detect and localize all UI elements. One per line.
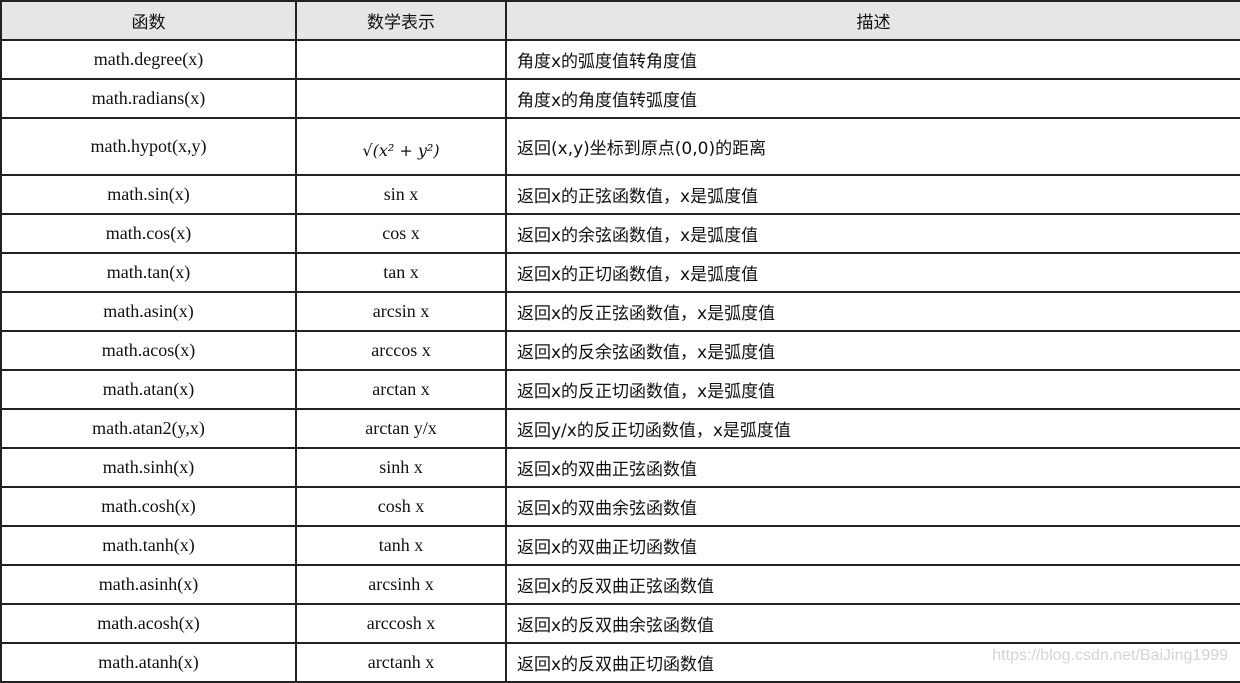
description-cell: 返回x的反正弦函数值，x是弧度值 [505, 291, 1240, 332]
description-cell: 返回y/x的反正切函数值，x是弧度值 [505, 408, 1240, 449]
table-row: math.acosh(x) arccosh x 返回x的反双曲余弦函数值 [0, 603, 1240, 644]
description-cell: 返回(x,y)坐标到原点(0,0)的距离 [505, 117, 1240, 176]
function-cell: math.degree(x) [0, 39, 297, 80]
function-cell: math.asin(x) [0, 291, 297, 332]
function-cell: math.atan2(y,x) [0, 408, 297, 449]
header-row: 函数 数学表示 描述 [0, 0, 1240, 41]
math-notation-cell: arctanh x [295, 642, 507, 683]
function-cell: math.acos(x) [0, 330, 297, 371]
math-notation-cell: arcsinh x [295, 564, 507, 605]
math-notation-cell: arctan x [295, 369, 507, 410]
math-notation-cell: arcsin x [295, 291, 507, 332]
watermark: https://blog.csdn.net/BaiJing1999 [992, 647, 1228, 664]
description-cell: 返回x的余弦函数值，x是弧度值 [505, 213, 1240, 254]
table-row: math.cosh(x) cosh x 返回x的双曲余弦函数值 [0, 486, 1240, 527]
math-notation-cell: cosh x [295, 486, 507, 527]
description-cell: 返回x的正切函数值，x是弧度值 [505, 252, 1240, 293]
math-notation-cell: sin x [295, 174, 507, 215]
function-cell: math.tan(x) [0, 252, 297, 293]
table-row: math.atan2(y,x) arctan y/x 返回y/x的反正切函数值，x是… [0, 408, 1240, 449]
function-cell: math.hypot(x,y) [0, 117, 297, 176]
function-cell: math.sinh(x) [0, 447, 297, 488]
math-notation-cell [295, 39, 507, 80]
math-notation-cell: arccos x [295, 330, 507, 371]
math-notation-cell: tan x [295, 252, 507, 293]
description-cell: 返回x的反余弦函数值，x是弧度值 [505, 330, 1240, 371]
math-notation-cell: arccosh x [295, 603, 507, 644]
description-cell: 角度x的弧度值转角度值 [505, 39, 1240, 80]
description-cell: 返回x的双曲余弦函数值 [505, 486, 1240, 527]
function-cell: math.sin(x) [0, 174, 297, 215]
math-notation-cell: sinh x [295, 447, 507, 488]
math-notation-cell: arctan y/x [295, 408, 507, 449]
header-description: 描述 [505, 0, 1240, 41]
description-cell: 返回x的反双曲正弦函数值 [505, 564, 1240, 605]
description-cell: 返回x的双曲正切函数值 [505, 525, 1240, 566]
table-row: math.atan(x) arctan x 返回x的反正切函数值，x是弧度值 [0, 369, 1240, 410]
description-cell: 返回x的反正切函数值，x是弧度值 [505, 369, 1240, 410]
table-row: math.sin(x) sin x 返回x的正弦函数值，x是弧度值 [0, 174, 1240, 215]
table-row: math.tanh(x) tanh x 返回x的双曲正切函数值 [0, 525, 1240, 566]
header-function: 函数 [0, 0, 297, 41]
table-row: math.asinh(x) arcsinh x 返回x的反双曲正弦函数值 [0, 564, 1240, 605]
description-cell: 角度x的角度值转弧度值 [505, 78, 1240, 119]
table-row: math.degree(x) 角度x的弧度值转角度值 [0, 39, 1240, 80]
math-notation-cell [295, 78, 507, 119]
header-math-notation: 数学表示 [295, 0, 507, 41]
description-cell: 返回x的双曲正弦函数值 [505, 447, 1240, 488]
function-cell: math.tanh(x) [0, 525, 297, 566]
function-cell: math.cos(x) [0, 213, 297, 254]
function-cell: math.asinh(x) [0, 564, 297, 605]
function-cell: math.cosh(x) [0, 486, 297, 527]
table-row: math.acos(x) arccos x 返回x的反余弦函数值，x是弧度值 [0, 330, 1240, 371]
table-row: math.radians(x) 角度x的角度值转弧度值 [0, 78, 1240, 119]
function-cell: math.atanh(x) [0, 642, 297, 683]
math-notation-cell: tanh x [295, 525, 507, 566]
function-cell: math.atan(x) [0, 369, 297, 410]
table-row: math.sinh(x) sinh x 返回x的双曲正弦函数值 [0, 447, 1240, 488]
description-cell: 返回x的反双曲余弦函数值 [505, 603, 1240, 644]
function-cell: math.acosh(x) [0, 603, 297, 644]
table-row: math.tan(x) tan x 返回x的正切函数值，x是弧度值 [0, 252, 1240, 293]
table-row: math.hypot(x,y) √(x² + y²) 返回(x,y)坐标到原点(0,… [0, 117, 1240, 176]
sqrt-formula: √(x² + y²) [295, 117, 507, 176]
table-row: math.asin(x) arcsin x 返回x的反正弦函数值，x是弧度值 [0, 291, 1240, 332]
table-row: math.cos(x) cos x 返回x的余弦函数值，x是弧度值 [0, 213, 1240, 254]
description-cell: 返回x的正弦函数值，x是弧度值 [505, 174, 1240, 215]
function-cell: math.radians(x) [0, 78, 297, 119]
math-notation-cell: cos x [295, 213, 507, 254]
